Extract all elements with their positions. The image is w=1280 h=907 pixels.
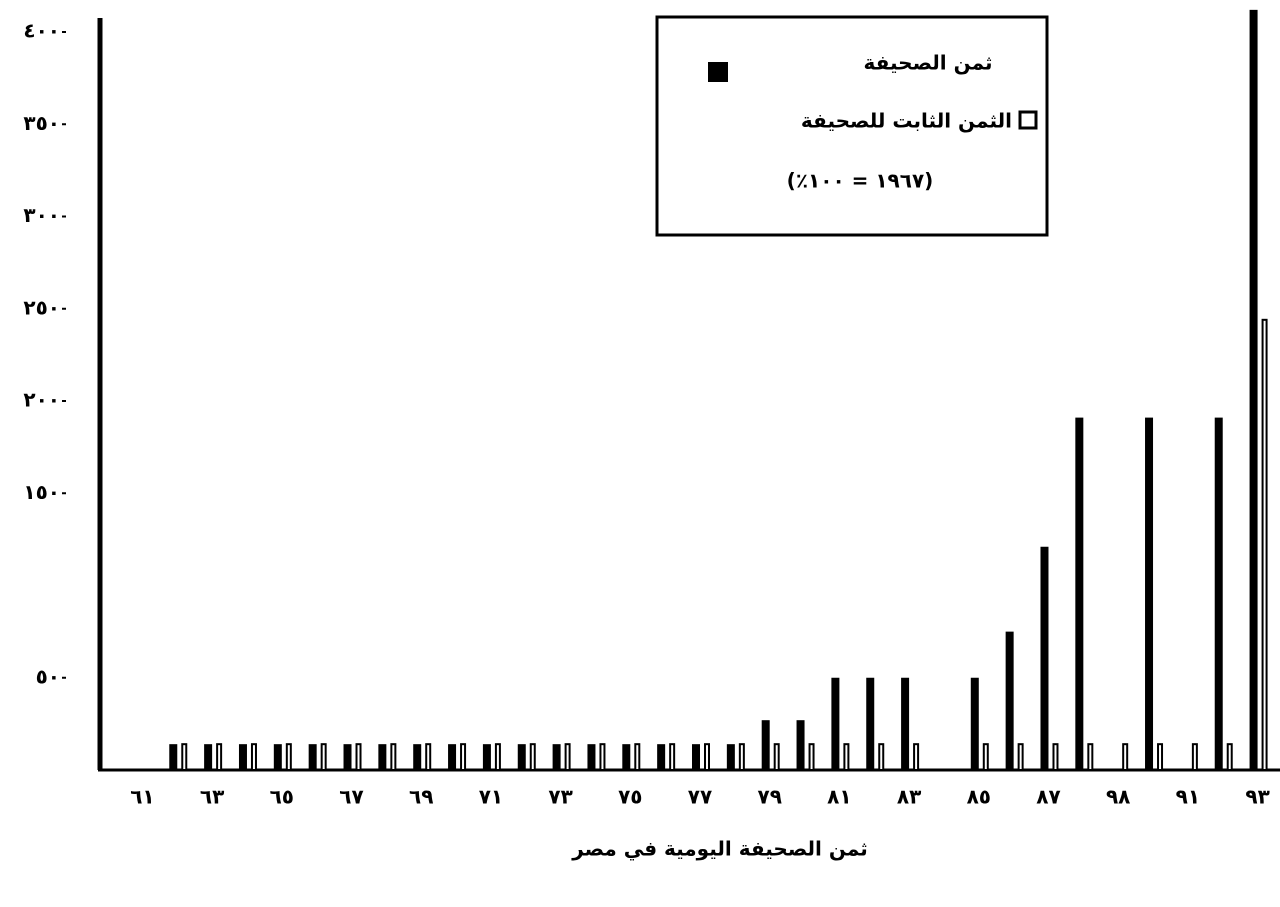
x-tick-label: ٩١ <box>1176 785 1200 809</box>
bar <box>796 720 805 770</box>
bar <box>738 743 745 771</box>
x-tick-label: ٦٥ <box>270 785 294 809</box>
bar <box>355 743 362 771</box>
bar <box>482 744 491 770</box>
bar <box>413 744 422 770</box>
x-tick-label: ٩٣ <box>1245 785 1269 809</box>
bar <box>343 744 352 770</box>
legend-swatch <box>708 62 728 82</box>
legend-box <box>655 15 1049 237</box>
x-tick-label: ٦٩ <box>409 785 433 809</box>
bar <box>1249 9 1258 771</box>
bar <box>216 743 223 771</box>
bar <box>599 743 606 771</box>
bar <box>587 744 596 770</box>
bar <box>1214 417 1223 770</box>
bar <box>460 743 467 771</box>
bar <box>1261 318 1268 771</box>
bar <box>169 744 178 770</box>
y-tick-label: ٥٠ <box>36 664 60 688</box>
legend-label: ثمن الصحيفة <box>863 51 992 75</box>
x-tick-label: ٦١ <box>130 785 154 809</box>
x-tick-label: ٦٣ <box>200 785 224 809</box>
bar <box>982 743 989 771</box>
bar <box>1087 743 1094 771</box>
y-tick-label: ٣٥٠ <box>23 111 60 135</box>
bar <box>704 743 710 771</box>
x-tick-label: ٩٨ <box>1106 785 1130 809</box>
bar <box>320 743 327 771</box>
y-tick-label: ١٥٠ <box>23 480 60 504</box>
x-tick-label: ٧٣ <box>548 785 572 809</box>
legend-label: الثمن الثابت للصحيفة <box>801 109 1012 133</box>
bar <box>1075 417 1084 770</box>
bar <box>866 677 875 770</box>
x-tick-label: ٨٥ <box>967 785 991 809</box>
bar <box>1226 743 1233 771</box>
bar <box>843 743 850 771</box>
bar <box>878 743 885 771</box>
x-tick-label: ٨٣ <box>897 785 921 809</box>
bar <box>1157 743 1164 771</box>
bar <box>657 744 666 770</box>
bar <box>831 677 840 770</box>
y-tick-label: ٤٠٠ <box>23 19 60 43</box>
bar <box>494 743 501 771</box>
bar <box>669 743 676 771</box>
bar <box>529 743 536 771</box>
bar <box>970 677 979 770</box>
x-tick-label: ٧٩ <box>757 785 781 809</box>
bar <box>1052 743 1059 771</box>
legend-note: (١٩٦٧ = ١٠٠٪) <box>787 169 934 193</box>
bar <box>1005 631 1014 770</box>
bar <box>726 744 735 770</box>
bar <box>808 743 815 771</box>
bar <box>692 744 700 770</box>
bar <box>425 743 432 771</box>
bar <box>238 744 247 770</box>
bar <box>622 744 631 770</box>
bar <box>378 744 387 770</box>
bar <box>634 743 641 771</box>
bar <box>773 743 780 771</box>
bar <box>552 744 561 770</box>
x-tick-label: ٧١ <box>479 785 503 809</box>
bar <box>1145 417 1154 770</box>
x-tick-label: ٨٧ <box>1036 785 1060 809</box>
bar <box>273 744 282 770</box>
legend-swatch <box>1018 110 1038 130</box>
bar <box>1191 743 1198 771</box>
y-tick-label: ٣٠٠ <box>23 203 60 227</box>
bar <box>250 743 257 771</box>
bar <box>390 743 397 771</box>
bar <box>1040 546 1049 770</box>
y-tick-label: ٢٠٠ <box>23 388 60 412</box>
x-tick-label: ٧٧ <box>688 785 712 809</box>
bar <box>1122 743 1129 771</box>
x-tick-label: ٧٥ <box>618 785 642 809</box>
bar <box>564 743 571 771</box>
bar <box>448 744 457 770</box>
y-tick-label: ٢٥٠ <box>23 295 60 319</box>
bar <box>761 720 770 770</box>
bar <box>308 744 317 770</box>
bar <box>913 743 920 771</box>
x-tick-label: ٨١ <box>827 785 851 809</box>
x-tick-label: ٦٧ <box>339 785 363 809</box>
bar <box>1017 743 1024 771</box>
x-axis-label: ثمن الصحيفة اليومية في مصر <box>571 837 868 862</box>
bar <box>204 744 213 770</box>
bar <box>901 677 910 770</box>
bar <box>181 743 188 771</box>
bar <box>285 743 292 771</box>
bar <box>517 744 526 770</box>
